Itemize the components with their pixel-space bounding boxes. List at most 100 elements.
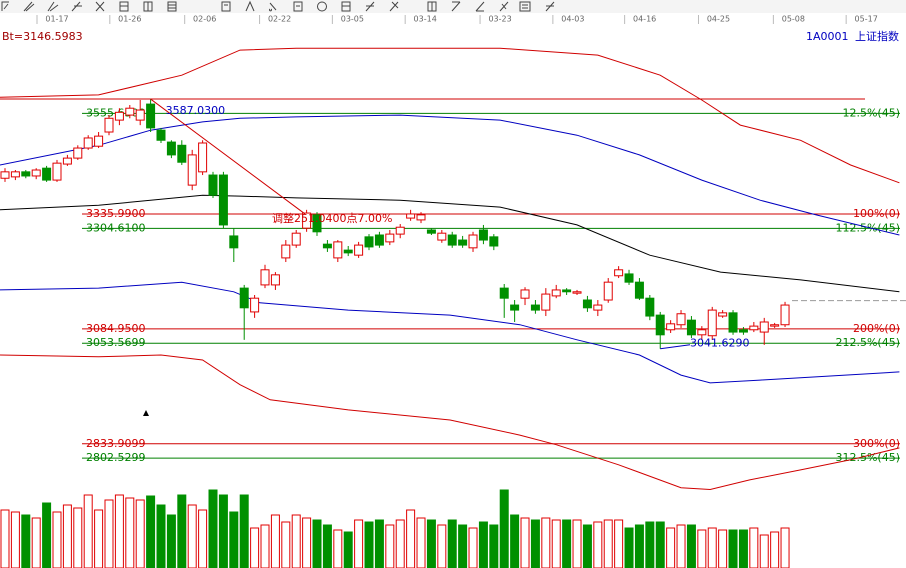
- candle-body: [426, 229, 436, 234]
- candle-body: [302, 212, 312, 229]
- candle-body: [655, 314, 665, 336]
- candle-body: [270, 274, 280, 286]
- candle-body: [510, 304, 520, 311]
- candle-body: [135, 109, 145, 121]
- candle-body: [239, 287, 249, 309]
- candle-body: [322, 243, 332, 249]
- volume-bar: [374, 519, 384, 568]
- level-label: 3304.6100: [86, 221, 146, 234]
- level-right-label: 12.5%(45): [842, 106, 900, 119]
- candle-body: [21, 171, 31, 177]
- volume-bar: [83, 494, 93, 568]
- volume-bar: [135, 499, 145, 568]
- volume-bar: [499, 489, 509, 568]
- volume-bar: [125, 497, 135, 568]
- volume-bar: [541, 517, 551, 568]
- volume-bar: [156, 504, 166, 568]
- candle-body: [291, 232, 301, 246]
- volume-bar: [52, 511, 62, 568]
- candle-body: [499, 287, 509, 299]
- annotation-high: 3587.0300: [166, 104, 226, 117]
- volume-bar: [666, 527, 676, 568]
- volume-bar: [354, 519, 364, 568]
- volume-bar: [94, 509, 104, 568]
- level-label: 3335.9900: [86, 207, 146, 220]
- volume-bar: [73, 507, 83, 568]
- candle-body: [530, 304, 540, 311]
- candle-body: [104, 117, 114, 133]
- overlay-line: [0, 114, 900, 236]
- candle-body: [489, 236, 499, 247]
- volume-bar: [603, 519, 613, 568]
- volume-bar: [281, 521, 291, 568]
- volume-bar: [416, 517, 426, 568]
- candle-body: [354, 244, 364, 256]
- x-tick-label: 04-25: [707, 15, 730, 24]
- candle-body: [114, 111, 124, 121]
- volume-bar: [239, 494, 249, 568]
- volume-bar: [749, 527, 759, 568]
- x-tick-label: 01-26: [118, 15, 141, 24]
- candle-body: [343, 249, 353, 254]
- volume-bar: [572, 519, 582, 568]
- candle-body: [562, 289, 572, 293]
- volume-bar: [333, 529, 343, 568]
- candle-body: [312, 214, 322, 233]
- candle-body: [520, 289, 530, 299]
- volume-bar: [780, 527, 790, 568]
- candle-body: [707, 309, 717, 337]
- x-tick-label: 02-06: [193, 15, 216, 24]
- volume-bar: [302, 517, 312, 568]
- volume-bar: [520, 517, 530, 568]
- candle-body: [759, 321, 769, 333]
- overlay-line: [0, 281, 900, 384]
- candle-body: [780, 304, 790, 326]
- candle-body: [208, 174, 218, 196]
- volume-bar: [177, 494, 187, 568]
- candle-body: [177, 144, 187, 163]
- candle-body: [697, 329, 707, 336]
- candle-body: [634, 281, 644, 299]
- volume-bar: [0, 509, 10, 568]
- volume-bar: [645, 521, 655, 568]
- volume-bar: [62, 504, 72, 568]
- volume-bar: [718, 529, 728, 568]
- candle-body: [447, 234, 457, 246]
- volume-bar: [697, 529, 707, 568]
- x-tick-label: 05-17: [855, 15, 878, 24]
- candle-body: [738, 329, 748, 333]
- overlay-line: [0, 47, 900, 184]
- volume-bar: [395, 519, 405, 568]
- volume-bar: [634, 524, 644, 568]
- trend-line: [150, 98, 306, 215]
- volume-bar: [593, 521, 603, 568]
- volume-bar: [530, 519, 540, 568]
- level-right-label: 312.5%(45): [835, 451, 900, 464]
- candle-body: [374, 234, 384, 246]
- level-right-label: 212.5%(45): [835, 336, 900, 349]
- candle-body: [458, 239, 468, 246]
- candle-body: [551, 289, 561, 297]
- candle-body: [83, 137, 93, 149]
- overlay-line: [0, 194, 900, 293]
- volume-bar: [478, 521, 488, 568]
- volume-bar: [385, 524, 395, 568]
- candle-body: [416, 214, 426, 221]
- x-tick-label: 03-23: [488, 15, 511, 24]
- volume-bar: [42, 502, 52, 568]
- volume-bar: [166, 514, 176, 568]
- candle-body: [582, 299, 592, 309]
- candle-body: [187, 154, 197, 186]
- candle-body: [593, 304, 603, 311]
- volume-bar: [447, 519, 457, 568]
- candle-body: [364, 236, 374, 248]
- candle-body: [73, 147, 83, 159]
- volume-bar: [437, 524, 447, 568]
- volume-bar: [510, 514, 520, 568]
- candle-body: [94, 135, 104, 147]
- candle-body: [250, 297, 260, 313]
- candle-body: [218, 174, 228, 226]
- volume-bar: [458, 524, 468, 568]
- index-name: 上证指数: [855, 29, 899, 43]
- volume-bar: [551, 519, 561, 568]
